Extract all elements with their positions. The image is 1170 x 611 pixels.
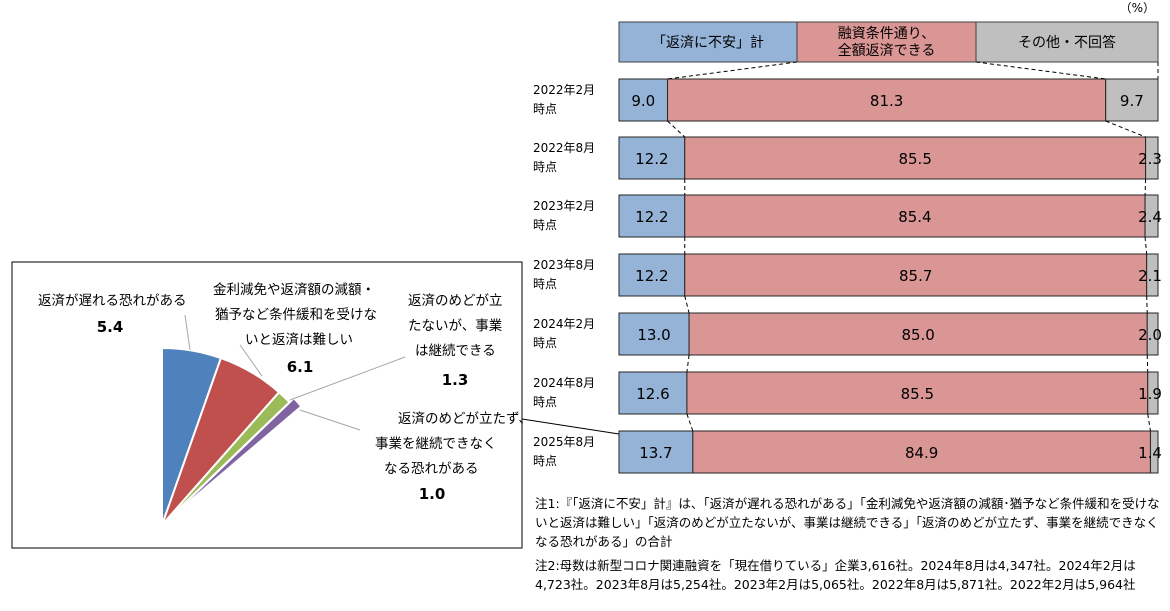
data-label: 81.3	[870, 92, 903, 110]
data-label: 9.0	[631, 92, 655, 110]
pie-label: たないが、事業	[408, 318, 503, 334]
data-label: 85.7	[899, 267, 932, 285]
pie-label: 猶予など条件緩和を受けな	[215, 306, 377, 323]
category-label: 時点	[533, 160, 557, 174]
connector-line	[667, 61, 798, 80]
connector-line	[975, 61, 1106, 80]
data-label: 85.0	[901, 326, 934, 344]
category-label: 2024年8月	[533, 376, 595, 390]
data-label: 12.2	[635, 150, 668, 168]
bar-segment	[684, 194, 1146, 238]
bar-segment	[618, 430, 694, 474]
pie-label: いと返済は難しい	[245, 332, 353, 348]
bar-segment	[1147, 371, 1159, 415]
category-label: 2025年8月	[533, 435, 595, 449]
pie-label: 返済のめどが立たず、	[398, 411, 532, 427]
bar-segment	[688, 312, 1148, 356]
leader-line	[299, 409, 361, 431]
category-label: 時点	[533, 277, 557, 291]
connector-line	[684, 295, 690, 314]
data-label: 84.9	[905, 444, 938, 462]
legend-label: その他・不回答	[1018, 34, 1116, 51]
pie-label: 事業を継続できなく	[375, 436, 497, 452]
leader-line	[184, 314, 191, 351]
bar-segment	[1144, 194, 1159, 238]
pie-value-label: 6.1	[287, 358, 314, 376]
data-label: 85.5	[901, 385, 934, 403]
connector-line	[1105, 120, 1146, 138]
connector-line	[1147, 413, 1151, 432]
bar-segment	[684, 136, 1147, 180]
bar-segment	[667, 78, 1107, 122]
data-label: 13.7	[639, 444, 672, 462]
legend-label: 「返済に不安」計	[652, 35, 764, 51]
data-label: 12.2	[635, 208, 668, 226]
bar-segment	[684, 253, 1148, 297]
data-label: 2.4	[1138, 208, 1162, 226]
data-label: 12.2	[635, 267, 668, 285]
connector-line	[1146, 354, 1149, 373]
category-label: 2024年2月	[533, 317, 595, 331]
pie-value-label: 1.3	[442, 371, 469, 389]
bar-segment	[618, 312, 690, 356]
data-label: 12.6	[636, 385, 669, 403]
bar-segment	[1146, 253, 1159, 297]
data-label: 1.4	[1138, 444, 1162, 462]
pie-value-label: 5.4	[97, 318, 124, 336]
bar-segment	[686, 371, 1149, 415]
bar-segment	[1105, 78, 1159, 122]
category-label: 時点	[533, 102, 557, 116]
zoom-connector-line	[521, 418, 620, 435]
unit-label: （%）	[1120, 1, 1155, 15]
bar-segment	[618, 253, 686, 297]
legend-box	[975, 21, 1159, 63]
data-label: 2.0	[1138, 326, 1162, 344]
connector-line	[1144, 178, 1147, 196]
pie-label: は継続できる	[415, 343, 496, 359]
legend-label: 融資条件通り、	[838, 25, 935, 42]
category-label: 2023年8月	[533, 258, 595, 272]
category-label: 時点	[533, 395, 557, 409]
leader-line	[289, 356, 406, 401]
data-label: 13.0	[637, 326, 670, 344]
connector-line	[667, 120, 686, 138]
data-label: 85.5	[898, 150, 931, 168]
connector-line	[1146, 295, 1148, 314]
pie-label: なる恐れがある	[384, 461, 479, 477]
pie-label: 金利減免や返済額の減額・	[213, 281, 375, 298]
bar-segment	[618, 194, 686, 238]
legend-label: 全額返済できる	[838, 42, 936, 59]
data-label: 1.9	[1138, 385, 1162, 403]
category-label: 時点	[533, 454, 557, 468]
category-label: 時点	[533, 218, 557, 232]
data-label: 9.7	[1120, 92, 1144, 110]
category-label: 2022年2月	[533, 83, 595, 97]
pie-label: 返済のめどが立	[408, 293, 503, 309]
pie-value-label: 1.0	[419, 485, 446, 503]
data-label: 2.1	[1138, 267, 1162, 285]
note-2: 注2:母数は新型コロナ関連融資を「現在借りている」企業3,616社。2024年8…	[535, 558, 1136, 592]
leader-line	[239, 344, 263, 377]
bar-segment	[1149, 430, 1159, 474]
connector-line	[1144, 236, 1148, 255]
category-label: 2023年2月	[533, 199, 595, 213]
category-label: 2022年8月	[533, 141, 595, 155]
data-label: 85.4	[898, 208, 931, 226]
note-1: 注1:『「返済に不安」計』は、「返済が遅れる恐れがある」「金利減免や返済額の減額…	[535, 496, 1160, 549]
connector-line	[686, 354, 690, 373]
pie-label: 返済が遅れる恐れがある	[38, 293, 187, 309]
data-label: 2.3	[1138, 150, 1162, 168]
bar-segment	[1145, 136, 1159, 180]
category-label: 時点	[533, 336, 557, 350]
bar-segment	[1146, 312, 1159, 356]
bar-segment	[692, 430, 1151, 474]
bar-segment	[618, 78, 669, 122]
connector-line	[686, 413, 694, 432]
